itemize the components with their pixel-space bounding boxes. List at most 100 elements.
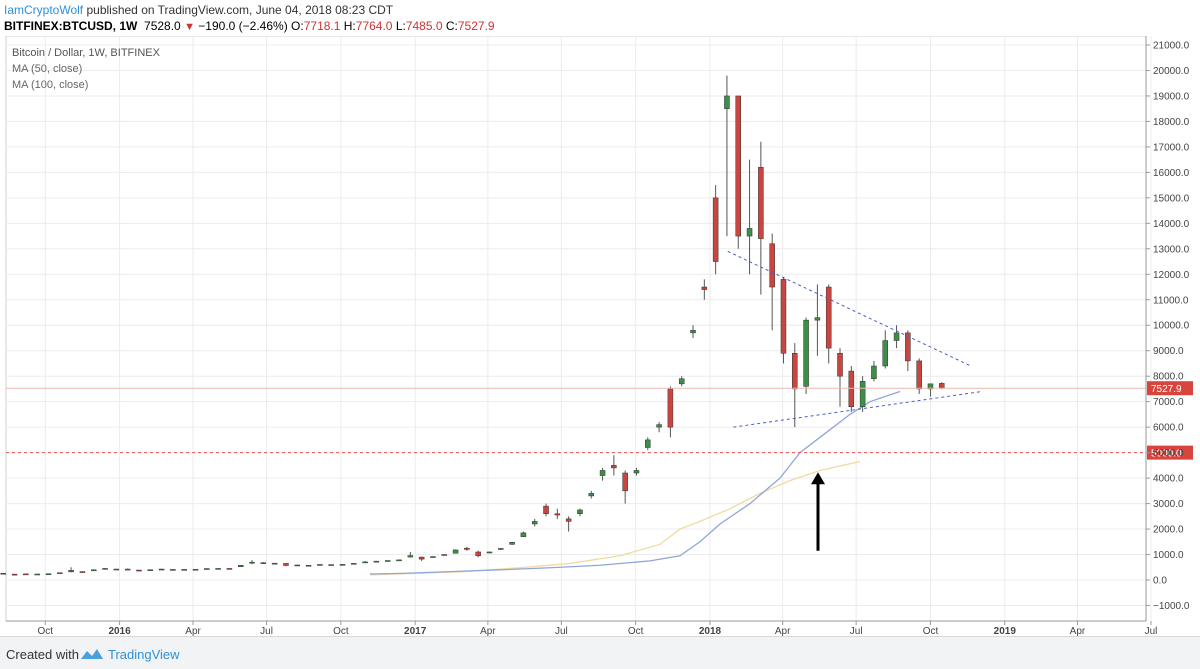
ma100-layer bbox=[369, 460, 861, 576]
candle bbox=[905, 330, 911, 372]
y-tick-label: 1000.0 bbox=[1153, 550, 1184, 561]
open-value: 7718.1 bbox=[303, 19, 341, 33]
ma100-line bbox=[369, 460, 861, 576]
y-tick-label: 5000.0 bbox=[1153, 448, 1184, 459]
candle bbox=[158, 568, 165, 571]
candle bbox=[588, 490, 594, 499]
candle-body bbox=[45, 573, 52, 576]
candle-body bbox=[136, 569, 142, 572]
candle-body bbox=[735, 95, 741, 237]
y-tick-label: 6000.0 bbox=[1153, 423, 1184, 434]
candle-body bbox=[622, 472, 628, 492]
price-label-bg bbox=[1147, 445, 1193, 460]
candle-body bbox=[927, 383, 934, 390]
candle-body bbox=[317, 564, 323, 566]
x-tick-label: Oct bbox=[37, 626, 53, 636]
price-chart[interactable]: 7527.9 5000.0 −1000.0 0.0 1000.0 2000.0 3000.… bbox=[0, 36, 1200, 636]
open-label: O: bbox=[291, 19, 304, 33]
candle bbox=[792, 343, 798, 428]
candle-body bbox=[712, 197, 719, 262]
candle-body bbox=[848, 370, 855, 408]
candle bbox=[678, 376, 685, 387]
candle-body bbox=[407, 555, 414, 558]
candle-body bbox=[170, 569, 176, 571]
close-value: 7527.9 bbox=[457, 19, 495, 33]
candle-body bbox=[656, 424, 662, 428]
candle bbox=[611, 455, 617, 476]
grid bbox=[5, 36, 1152, 622]
candle bbox=[204, 568, 210, 570]
candle bbox=[645, 437, 651, 451]
y-tick-label: 7000.0 bbox=[1153, 397, 1184, 408]
footer: Created with TradingView bbox=[0, 636, 1200, 669]
candle bbox=[441, 554, 448, 556]
y-tick-label: 4000.0 bbox=[1153, 474, 1184, 485]
x-tick-label: Oct bbox=[333, 626, 349, 636]
candle-body bbox=[237, 565, 244, 568]
close-label: C: bbox=[445, 19, 458, 33]
candle bbox=[384, 560, 391, 562]
down-triangle-icon: ▼ bbox=[184, 21, 195, 33]
plot-border bbox=[5, 36, 1147, 622]
candle-body bbox=[916, 360, 922, 390]
x-axis: Oct 2016 Apr Jul Oct 2017 Apr Jul Oct 2018 Apr Jul O… bbox=[6, 620, 1157, 636]
publish-info: IamCryptoWolf published on TradingView.c… bbox=[4, 3, 393, 17]
candle-body bbox=[147, 569, 154, 571]
candle-body bbox=[667, 388, 674, 428]
candle-body bbox=[520, 532, 527, 537]
candle bbox=[859, 376, 866, 412]
high-value: 7764.0 bbox=[355, 19, 393, 33]
trendlines bbox=[727, 250, 983, 428]
author-link[interactable]: IamCryptoWolf bbox=[4, 3, 84, 17]
candle bbox=[260, 562, 267, 564]
candle-body bbox=[769, 243, 775, 288]
candle bbox=[11, 573, 18, 576]
candle bbox=[294, 564, 301, 567]
candle-body bbox=[452, 549, 459, 554]
candle-body bbox=[0, 572, 7, 575]
candle bbox=[339, 564, 346, 566]
candle bbox=[712, 185, 719, 275]
candle-body bbox=[373, 560, 380, 563]
y-tick-label: 17000.0 bbox=[1153, 142, 1190, 153]
candle bbox=[667, 386, 674, 438]
y-tick-label: 0.0 bbox=[1153, 576, 1167, 587]
candle-body bbox=[418, 556, 425, 560]
tradingview-brand[interactable]: TradingView bbox=[108, 647, 180, 662]
candle-body bbox=[283, 563, 289, 566]
candle bbox=[317, 564, 323, 566]
candle bbox=[464, 546, 470, 551]
candle-body bbox=[893, 332, 900, 341]
trendline bbox=[727, 250, 972, 367]
price-label: 5000.0 bbox=[1151, 449, 1182, 460]
y-tick-label: 18000.0 bbox=[1153, 117, 1190, 128]
candle bbox=[871, 360, 877, 382]
candle-body bbox=[498, 548, 504, 550]
last-price: 7528.0 bbox=[144, 19, 181, 33]
candle-body bbox=[305, 565, 312, 567]
candle-body bbox=[396, 559, 402, 562]
y-tick-label: 11000.0 bbox=[1153, 295, 1189, 306]
candle bbox=[170, 569, 176, 571]
x-tick-label: Oct bbox=[923, 626, 939, 636]
symbol-label: BITFINEX:BTCUSD, 1W bbox=[4, 19, 138, 33]
candle bbox=[690, 325, 696, 338]
candle-body bbox=[226, 568, 233, 570]
price-label-bg bbox=[1147, 381, 1193, 396]
candle bbox=[577, 508, 583, 517]
candle bbox=[34, 573, 40, 576]
candle-body bbox=[271, 562, 278, 565]
candle-body bbox=[113, 568, 120, 571]
candle-body bbox=[294, 564, 301, 567]
candle-body bbox=[192, 568, 199, 571]
candle bbox=[780, 276, 787, 364]
overlays: 7527.9 5000.0 bbox=[6, 381, 1193, 551]
candle bbox=[814, 284, 821, 356]
candle bbox=[192, 568, 199, 571]
y-tick-label: −1000.0 bbox=[1153, 601, 1190, 612]
x-tick-label: 2016 bbox=[108, 626, 131, 636]
candle-body bbox=[678, 378, 685, 385]
candle bbox=[407, 551, 414, 558]
candle bbox=[803, 317, 809, 395]
ma50-layer bbox=[369, 390, 901, 575]
